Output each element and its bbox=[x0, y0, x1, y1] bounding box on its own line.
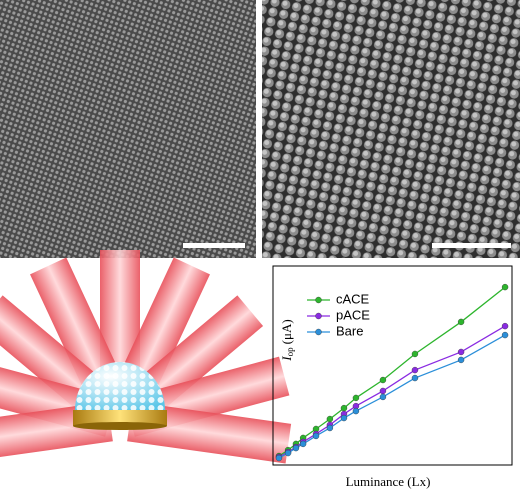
data-point bbox=[457, 356, 465, 364]
data-point bbox=[299, 440, 307, 448]
plot-frame bbox=[272, 265, 513, 466]
y-axis-label: Iop (μA) bbox=[279, 319, 295, 361]
x-axis-label: Luminance (Lx) bbox=[346, 474, 431, 489]
legend-label: pACE bbox=[336, 307, 370, 322]
scale-bar bbox=[432, 243, 511, 248]
data-point bbox=[352, 407, 360, 415]
scale-bar bbox=[183, 243, 245, 248]
data-point bbox=[340, 404, 348, 412]
data-point bbox=[501, 283, 509, 291]
data-point bbox=[457, 348, 465, 356]
data-point bbox=[312, 432, 320, 440]
illustration bbox=[0, 250, 292, 491]
data-point bbox=[326, 424, 334, 432]
data-point bbox=[352, 394, 360, 402]
data-point bbox=[379, 393, 387, 401]
data-point bbox=[411, 374, 419, 382]
sem-image-small bbox=[0, 0, 256, 258]
data-point bbox=[411, 350, 419, 358]
data-point bbox=[275, 454, 283, 462]
y-label-unit: (μA) bbox=[279, 319, 294, 344]
data-point bbox=[284, 449, 292, 457]
data-point bbox=[379, 387, 387, 395]
data-point bbox=[411, 366, 419, 374]
legend-marker bbox=[315, 312, 322, 320]
legend-marker bbox=[315, 296, 322, 304]
data-point bbox=[340, 414, 348, 422]
legend-label: cACE bbox=[336, 291, 370, 306]
series-line bbox=[278, 286, 506, 457]
data-point bbox=[501, 322, 509, 330]
data-point bbox=[326, 415, 334, 423]
legend-marker bbox=[315, 328, 322, 336]
y-label-symbol: I bbox=[279, 356, 294, 362]
data-point bbox=[457, 318, 465, 326]
series-line bbox=[278, 334, 506, 459]
legend-label: Bare bbox=[336, 323, 363, 338]
data-point bbox=[379, 376, 387, 384]
sem-image-large bbox=[262, 0, 520, 258]
data-point bbox=[501, 331, 509, 339]
y-label-subscript: op bbox=[285, 347, 295, 357]
data-point bbox=[292, 444, 300, 452]
